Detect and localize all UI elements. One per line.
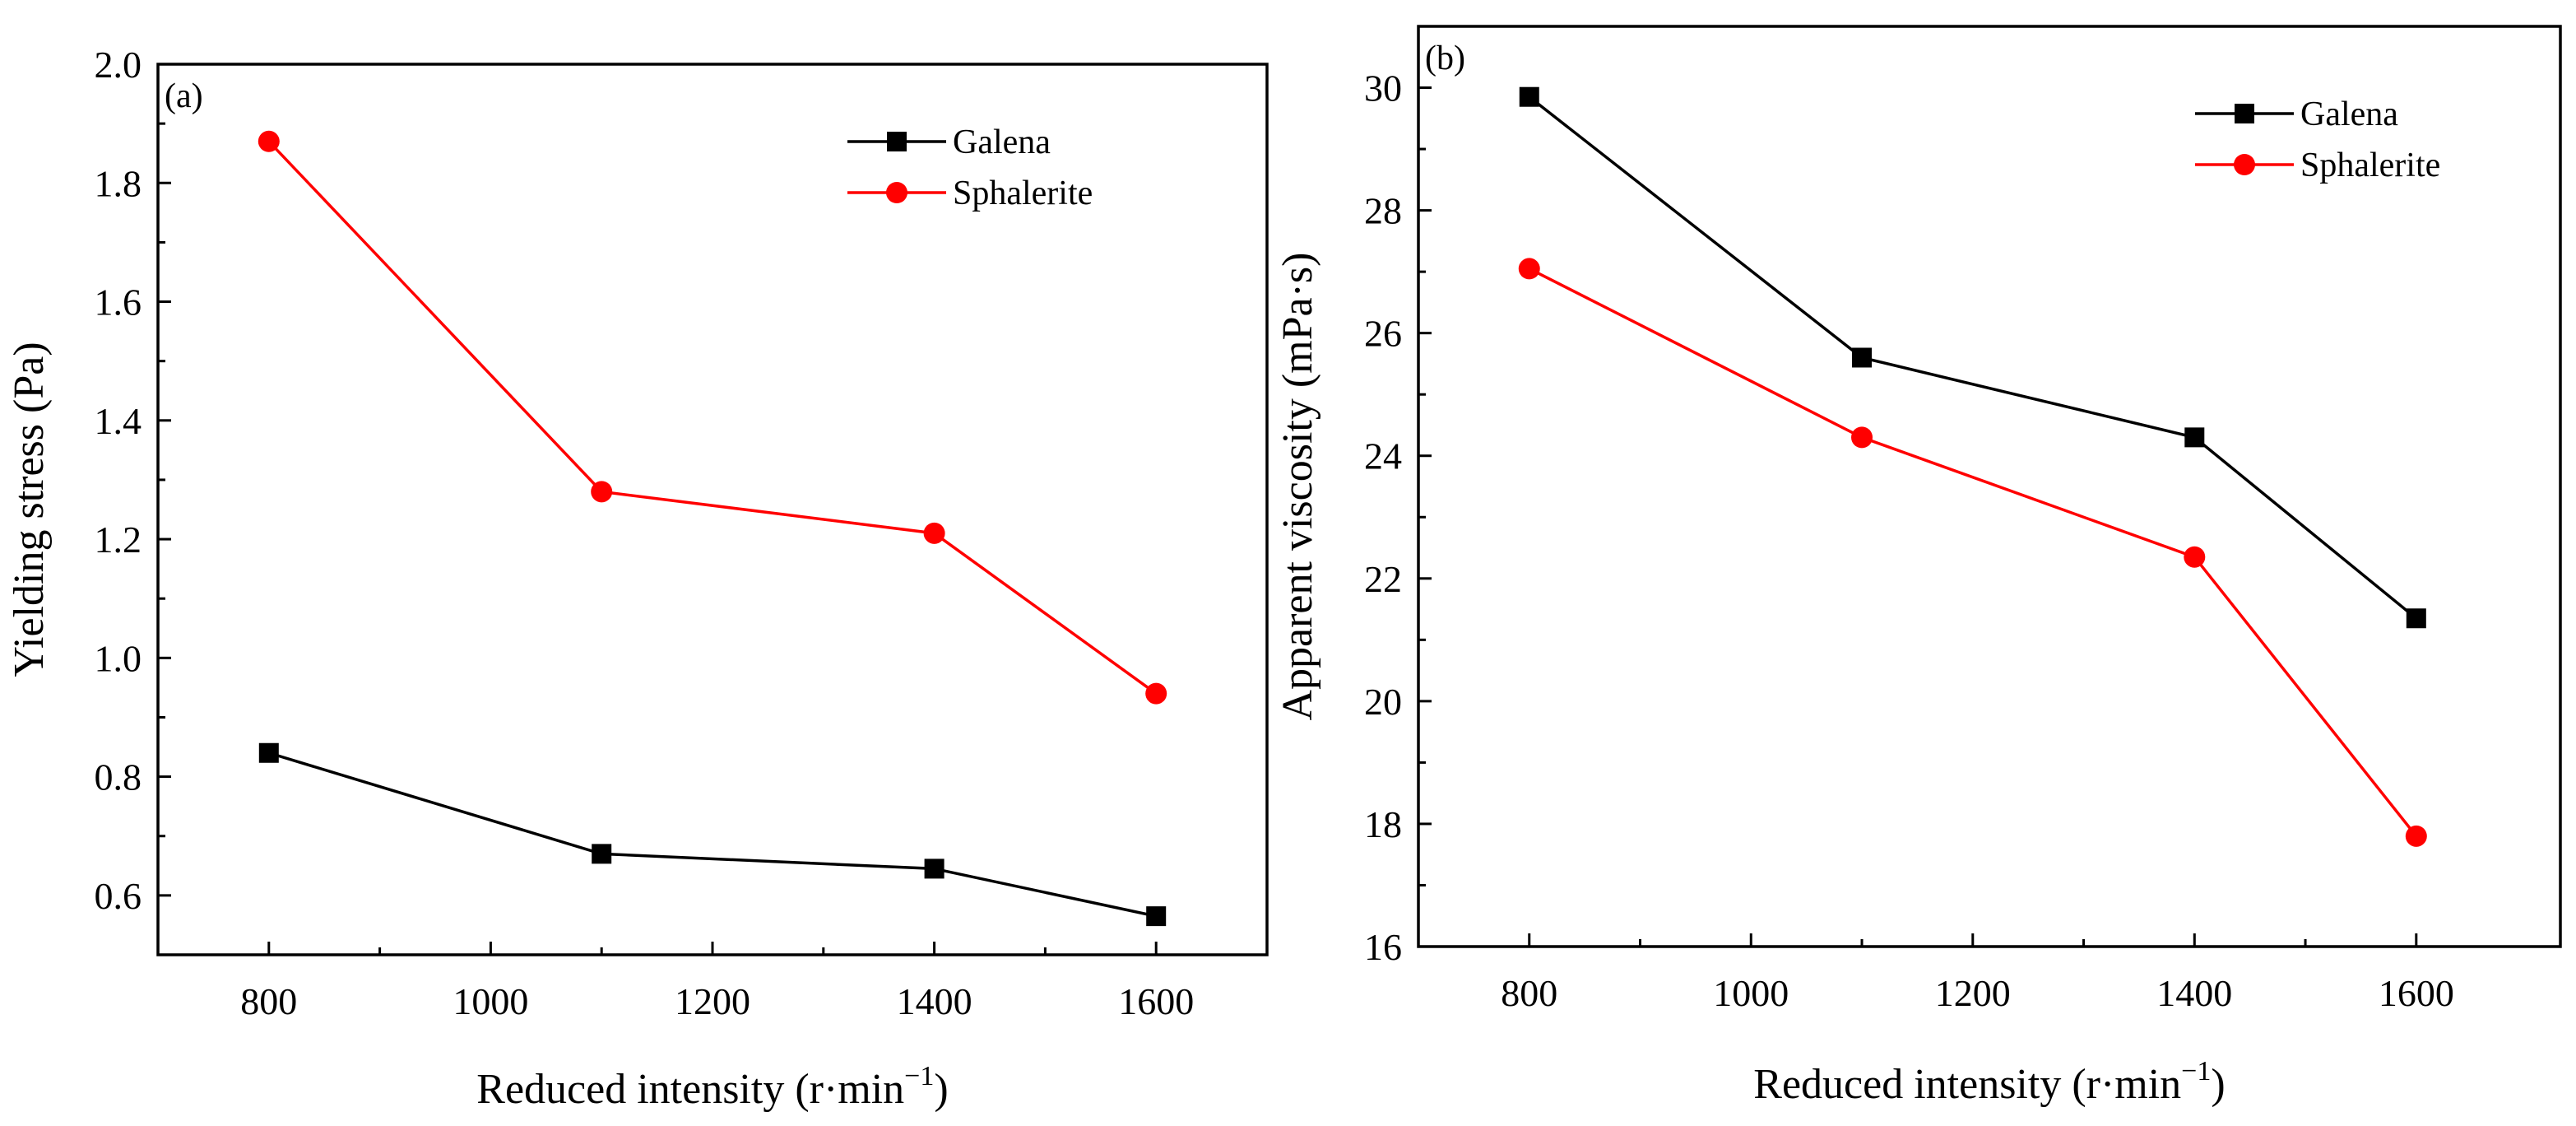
data-point-galena bbox=[924, 858, 945, 879]
x-axis-title: Reduced intensity (r·min−1) bbox=[476, 1061, 948, 1113]
y-tick-label: 2.0 bbox=[95, 44, 142, 86]
y-tick-label: 0.8 bbox=[95, 756, 142, 798]
series-line-galena bbox=[1528, 95, 2417, 620]
legend-label: Sphalerite bbox=[2300, 147, 2440, 184]
x-tick-label: 1000 bbox=[1713, 972, 1789, 1014]
y-tick-label: 1.6 bbox=[95, 282, 142, 323]
x-tick-label: 1200 bbox=[675, 980, 750, 1022]
x-tick-label: 1000 bbox=[453, 980, 528, 1022]
legend-marker bbox=[887, 132, 907, 151]
legend-label: Galena bbox=[2300, 95, 2398, 133]
chart-panel-b: 800 1000 1200 1400 1600 16 18 20 22 24 26 28 30 (b) Ap… bbox=[1274, 25, 2562, 1108]
panel-label: (a) bbox=[165, 77, 203, 115]
y-tick-label: 24 bbox=[1364, 435, 1402, 477]
data-point-sphalerite bbox=[1851, 426, 1873, 449]
x-tick-label: 800 bbox=[1501, 972, 1557, 1014]
legend-item-galena: Galena bbox=[2195, 95, 2398, 133]
legend-marker bbox=[2235, 104, 2254, 123]
legend-marker bbox=[886, 182, 907, 203]
legend-label: Galena bbox=[953, 123, 1051, 161]
chart-panel-a: 800 1000 1200 1400 1600 0.6 0.8 1.0 1.2 1.4 1.6 1.8… bbox=[6, 44, 1269, 1113]
data-point-galena bbox=[592, 844, 612, 864]
data-point-galena bbox=[258, 742, 279, 763]
legend-item-sphalerite: Sphalerite bbox=[847, 174, 1093, 212]
y-tick-label: 18 bbox=[1364, 803, 1402, 845]
legend-label: Sphalerite bbox=[953, 174, 1093, 212]
legend-item-galena: Galena bbox=[847, 123, 1051, 161]
legend-marker bbox=[2234, 154, 2255, 175]
data-point-galena bbox=[1146, 906, 1167, 927]
x-tick-label: 1200 bbox=[1935, 972, 2011, 1014]
data-point-sphalerite bbox=[1145, 682, 1167, 705]
series-line-galena bbox=[268, 751, 1157, 918]
x-tick-label: 800 bbox=[240, 980, 297, 1022]
data-point-sphalerite bbox=[2405, 825, 2427, 847]
data-point-galena bbox=[1852, 347, 1873, 368]
y-axis-title: Yielding stress (Pa) bbox=[6, 342, 53, 677]
y-tick-label: 16 bbox=[1364, 926, 1402, 968]
y-tick-label: 22 bbox=[1364, 558, 1402, 600]
plot-frame bbox=[1417, 25, 2562, 948]
x-tick-label: 1400 bbox=[2156, 972, 2232, 1014]
legend-item-sphalerite: Sphalerite bbox=[2195, 147, 2440, 184]
data-point-sphalerite bbox=[591, 481, 613, 503]
series-line-sphalerite bbox=[267, 140, 1158, 696]
series-line-sphalerite bbox=[1528, 267, 2418, 837]
y-tick-label: 26 bbox=[1364, 313, 1402, 355]
x-tick-label: 1400 bbox=[897, 980, 972, 1022]
x-tick-label: 1600 bbox=[1118, 980, 1194, 1022]
y-tick-label: 1.8 bbox=[95, 162, 142, 204]
x-axis-title: Reduced intensity (r·min−1) bbox=[1753, 1056, 2225, 1108]
data-point-sphalerite bbox=[923, 522, 945, 544]
y-tick-label: 1.2 bbox=[95, 519, 142, 561]
data-point-sphalerite bbox=[2184, 546, 2206, 568]
y-tick-label: 0.6 bbox=[95, 875, 142, 917]
data-point-sphalerite bbox=[1518, 258, 1540, 280]
data-point-sphalerite bbox=[258, 130, 280, 152]
x-tick-label: 1600 bbox=[2379, 972, 2454, 1014]
y-tick-label: 20 bbox=[1364, 681, 1402, 723]
y-axis-title: Apparent viscosity (mPa·s) bbox=[1274, 252, 1321, 720]
y-tick-label: 30 bbox=[1364, 67, 1402, 109]
data-point-galena bbox=[2406, 608, 2426, 629]
y-tick-label: 28 bbox=[1364, 190, 1402, 232]
data-point-galena bbox=[2184, 427, 2205, 448]
panel-label: (b) bbox=[1425, 40, 1465, 77]
y-tick-label: 1.4 bbox=[95, 400, 142, 442]
data-point-galena bbox=[1519, 86, 1539, 107]
y-tick-label: 1.0 bbox=[95, 637, 142, 679]
